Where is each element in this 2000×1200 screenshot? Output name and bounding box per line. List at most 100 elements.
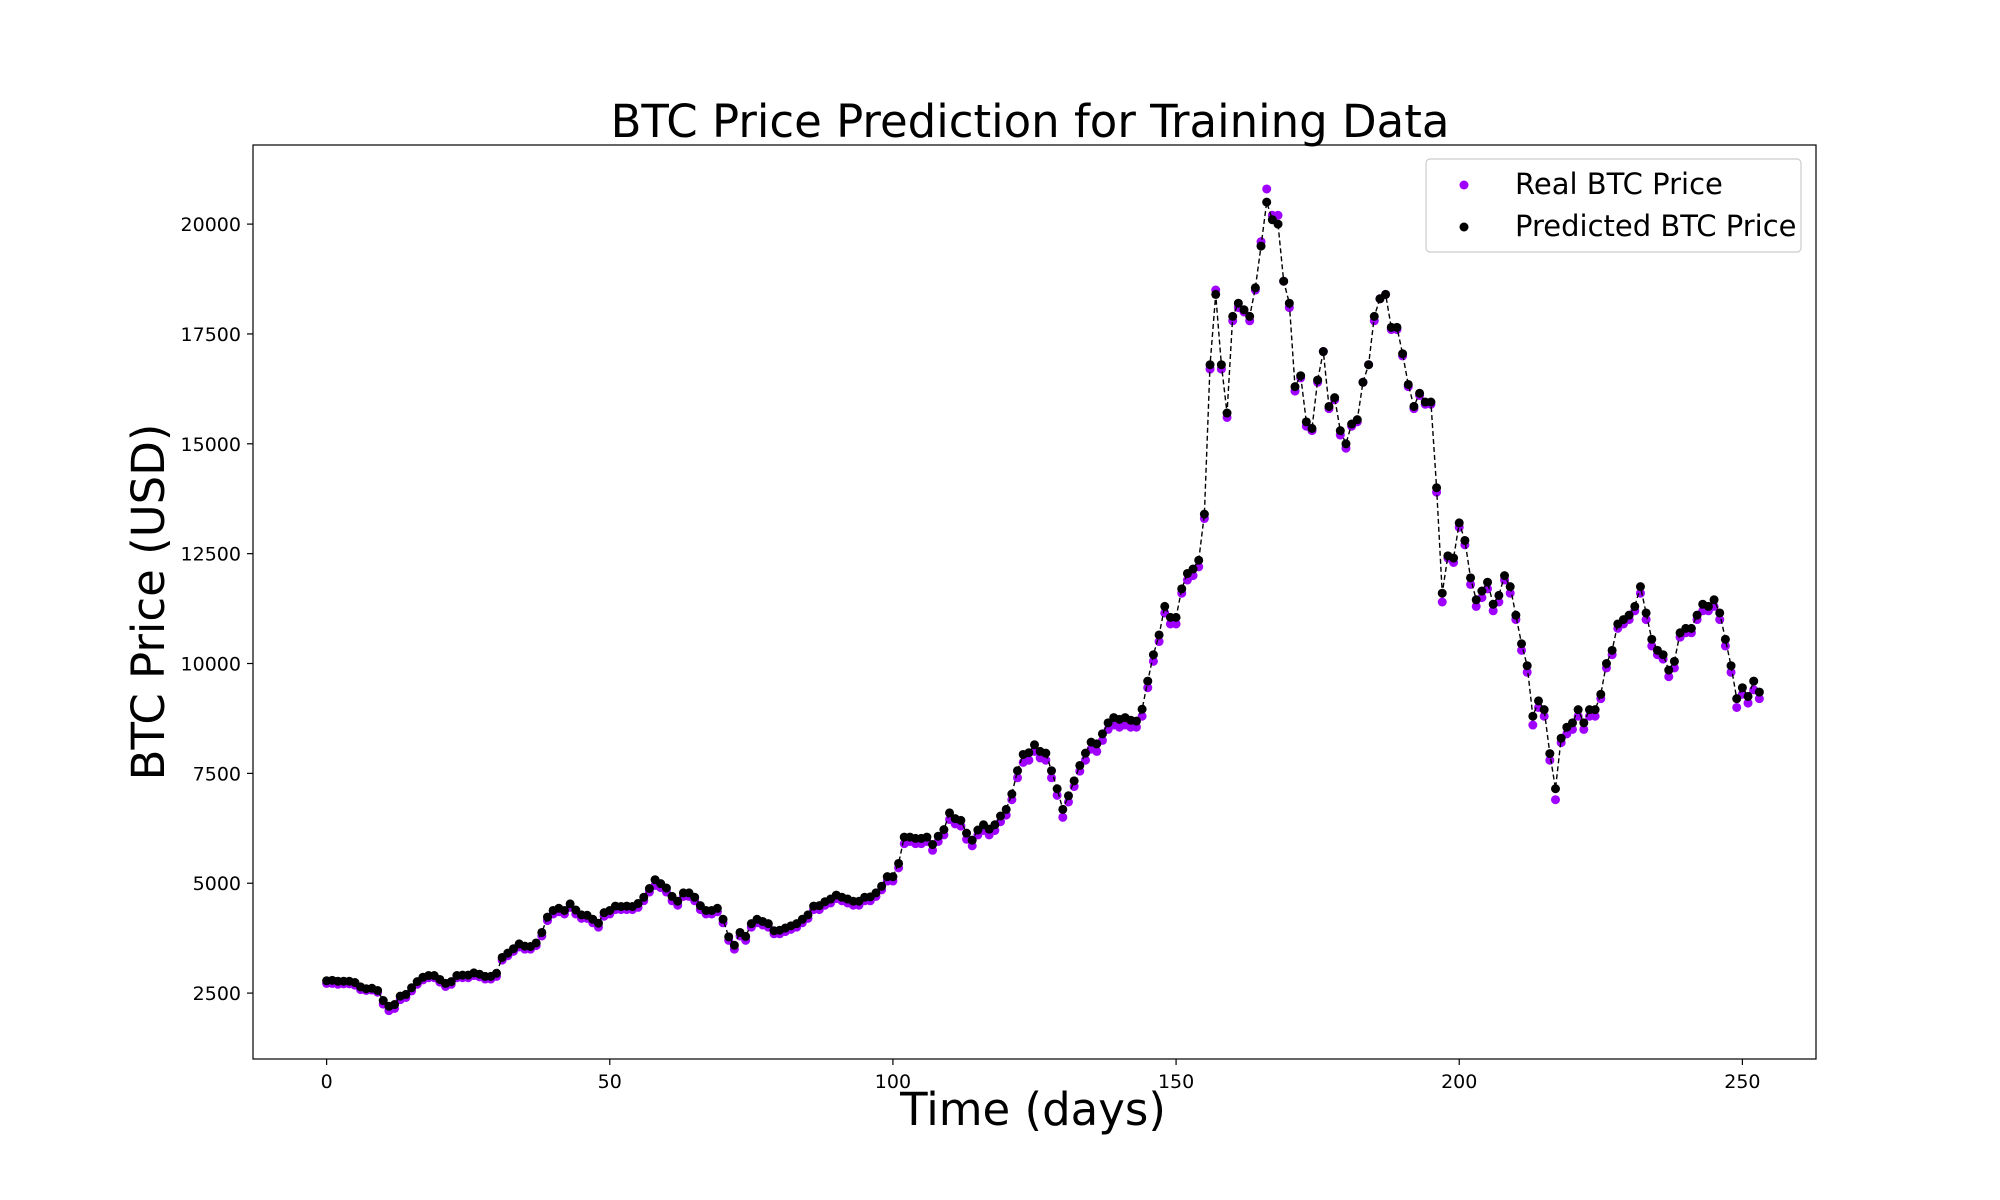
predicted-point bbox=[1024, 748, 1034, 758]
series-predicted bbox=[322, 197, 1764, 1011]
predicted-point bbox=[1647, 634, 1657, 644]
predicted-point bbox=[531, 938, 541, 948]
predicted-point bbox=[1743, 691, 1753, 701]
predicted-point bbox=[1488, 599, 1498, 609]
real-point bbox=[1262, 184, 1272, 194]
predicted-point bbox=[1567, 718, 1577, 728]
predicted-point bbox=[1250, 283, 1260, 293]
predicted-point bbox=[1041, 748, 1051, 758]
real-point bbox=[1522, 667, 1532, 677]
predicted-point bbox=[1137, 704, 1147, 714]
legend-marker-real bbox=[1459, 180, 1469, 190]
predicted-point bbox=[1097, 729, 1107, 739]
predicted-point bbox=[956, 815, 966, 825]
legend-label-real: Real BTC Price bbox=[1515, 167, 1723, 201]
predicted-point bbox=[690, 892, 700, 902]
real-point bbox=[1024, 755, 1034, 765]
predicted-point bbox=[1528, 711, 1538, 721]
predicted-point bbox=[1426, 397, 1436, 407]
predicted-point bbox=[990, 820, 1000, 830]
predicted-point bbox=[639, 892, 649, 902]
predicted-point bbox=[593, 918, 603, 928]
y-axis-label: BTC Price (USD) bbox=[122, 424, 175, 781]
x-tick-label: 150 bbox=[1158, 1071, 1194, 1093]
predicted-point bbox=[712, 903, 722, 913]
predicted-point bbox=[1256, 241, 1266, 251]
predicted-point bbox=[1075, 760, 1085, 770]
x-tick-label: 0 bbox=[321, 1071, 333, 1093]
predicted-point bbox=[1534, 696, 1544, 706]
predicted-point bbox=[1596, 689, 1606, 699]
legend-marker-predicted bbox=[1459, 222, 1469, 232]
predicted-point bbox=[1160, 601, 1170, 611]
real-point bbox=[1058, 812, 1068, 822]
predicted-line bbox=[326, 201, 1760, 1008]
real-point bbox=[1471, 601, 1481, 611]
predicted-point bbox=[1449, 553, 1459, 563]
predicted-point bbox=[933, 831, 943, 841]
predicted-point bbox=[1199, 509, 1209, 519]
real-point bbox=[1131, 722, 1141, 732]
predicted-point bbox=[1352, 415, 1362, 425]
predicted-point bbox=[967, 835, 977, 845]
predicted-point bbox=[565, 899, 575, 909]
plot-area bbox=[322, 184, 1764, 1016]
predicted-point bbox=[1001, 804, 1011, 814]
predicted-point bbox=[378, 996, 388, 1006]
predicted-point bbox=[1080, 748, 1090, 758]
predicted-point bbox=[1454, 518, 1464, 528]
predicted-point bbox=[407, 983, 417, 993]
predicted-point bbox=[1669, 656, 1679, 666]
predicted-point bbox=[1551, 784, 1560, 794]
real-point bbox=[1579, 724, 1589, 734]
predicted-point bbox=[373, 985, 383, 995]
predicted-point bbox=[939, 825, 949, 835]
x-axis: 0 50 100 150 200 250 bbox=[321, 1059, 1761, 1093]
predicted-point bbox=[1607, 645, 1617, 655]
predicted-point bbox=[661, 883, 671, 893]
predicted-point bbox=[1630, 601, 1640, 611]
predicted-point bbox=[1324, 401, 1334, 411]
predicted-point bbox=[1188, 564, 1198, 574]
real-point bbox=[1732, 702, 1742, 712]
predicted-point bbox=[1092, 739, 1102, 749]
predicted-point bbox=[1505, 582, 1515, 592]
plot-frame bbox=[252, 144, 1817, 1060]
predicted-point bbox=[928, 840, 938, 850]
x-tick-label: 250 bbox=[1724, 1071, 1760, 1093]
predicted-point bbox=[401, 989, 411, 999]
predicted-point bbox=[1245, 311, 1255, 321]
predicted-point bbox=[1692, 610, 1702, 620]
y-tick-label: 5000 bbox=[193, 873, 241, 895]
predicted-point bbox=[559, 905, 569, 915]
predicted-point bbox=[1737, 683, 1747, 693]
predicted-point bbox=[1398, 349, 1408, 359]
predicted-point bbox=[996, 811, 1006, 821]
real-point bbox=[1641, 615, 1651, 625]
predicted-point bbox=[1369, 311, 1379, 321]
x-tick-label: 100 bbox=[875, 1071, 911, 1093]
predicted-point bbox=[1318, 347, 1328, 357]
predicted-point bbox=[1732, 694, 1742, 704]
predicted-point bbox=[1228, 311, 1238, 321]
predicted-point bbox=[1222, 408, 1232, 418]
real-point bbox=[1171, 619, 1181, 629]
predicted-point bbox=[1194, 555, 1204, 565]
predicted-point bbox=[644, 884, 654, 893]
predicted-point bbox=[1392, 322, 1402, 332]
predicted-point bbox=[763, 919, 773, 929]
predicted-point bbox=[973, 825, 983, 835]
real-point bbox=[1528, 720, 1538, 730]
predicted-point bbox=[803, 910, 813, 920]
predicted-point bbox=[1437, 588, 1447, 598]
predicted-point bbox=[1313, 375, 1323, 385]
predicted-point bbox=[1409, 401, 1419, 411]
predicted-point bbox=[1233, 298, 1243, 308]
predicted-point bbox=[1641, 608, 1651, 618]
real-point bbox=[1092, 746, 1102, 756]
predicted-point bbox=[1403, 379, 1413, 389]
predicted-point bbox=[1177, 584, 1187, 594]
predicted-point bbox=[1279, 276, 1289, 286]
predicted-point bbox=[1273, 219, 1283, 229]
predicted-point bbox=[1601, 659, 1611, 669]
